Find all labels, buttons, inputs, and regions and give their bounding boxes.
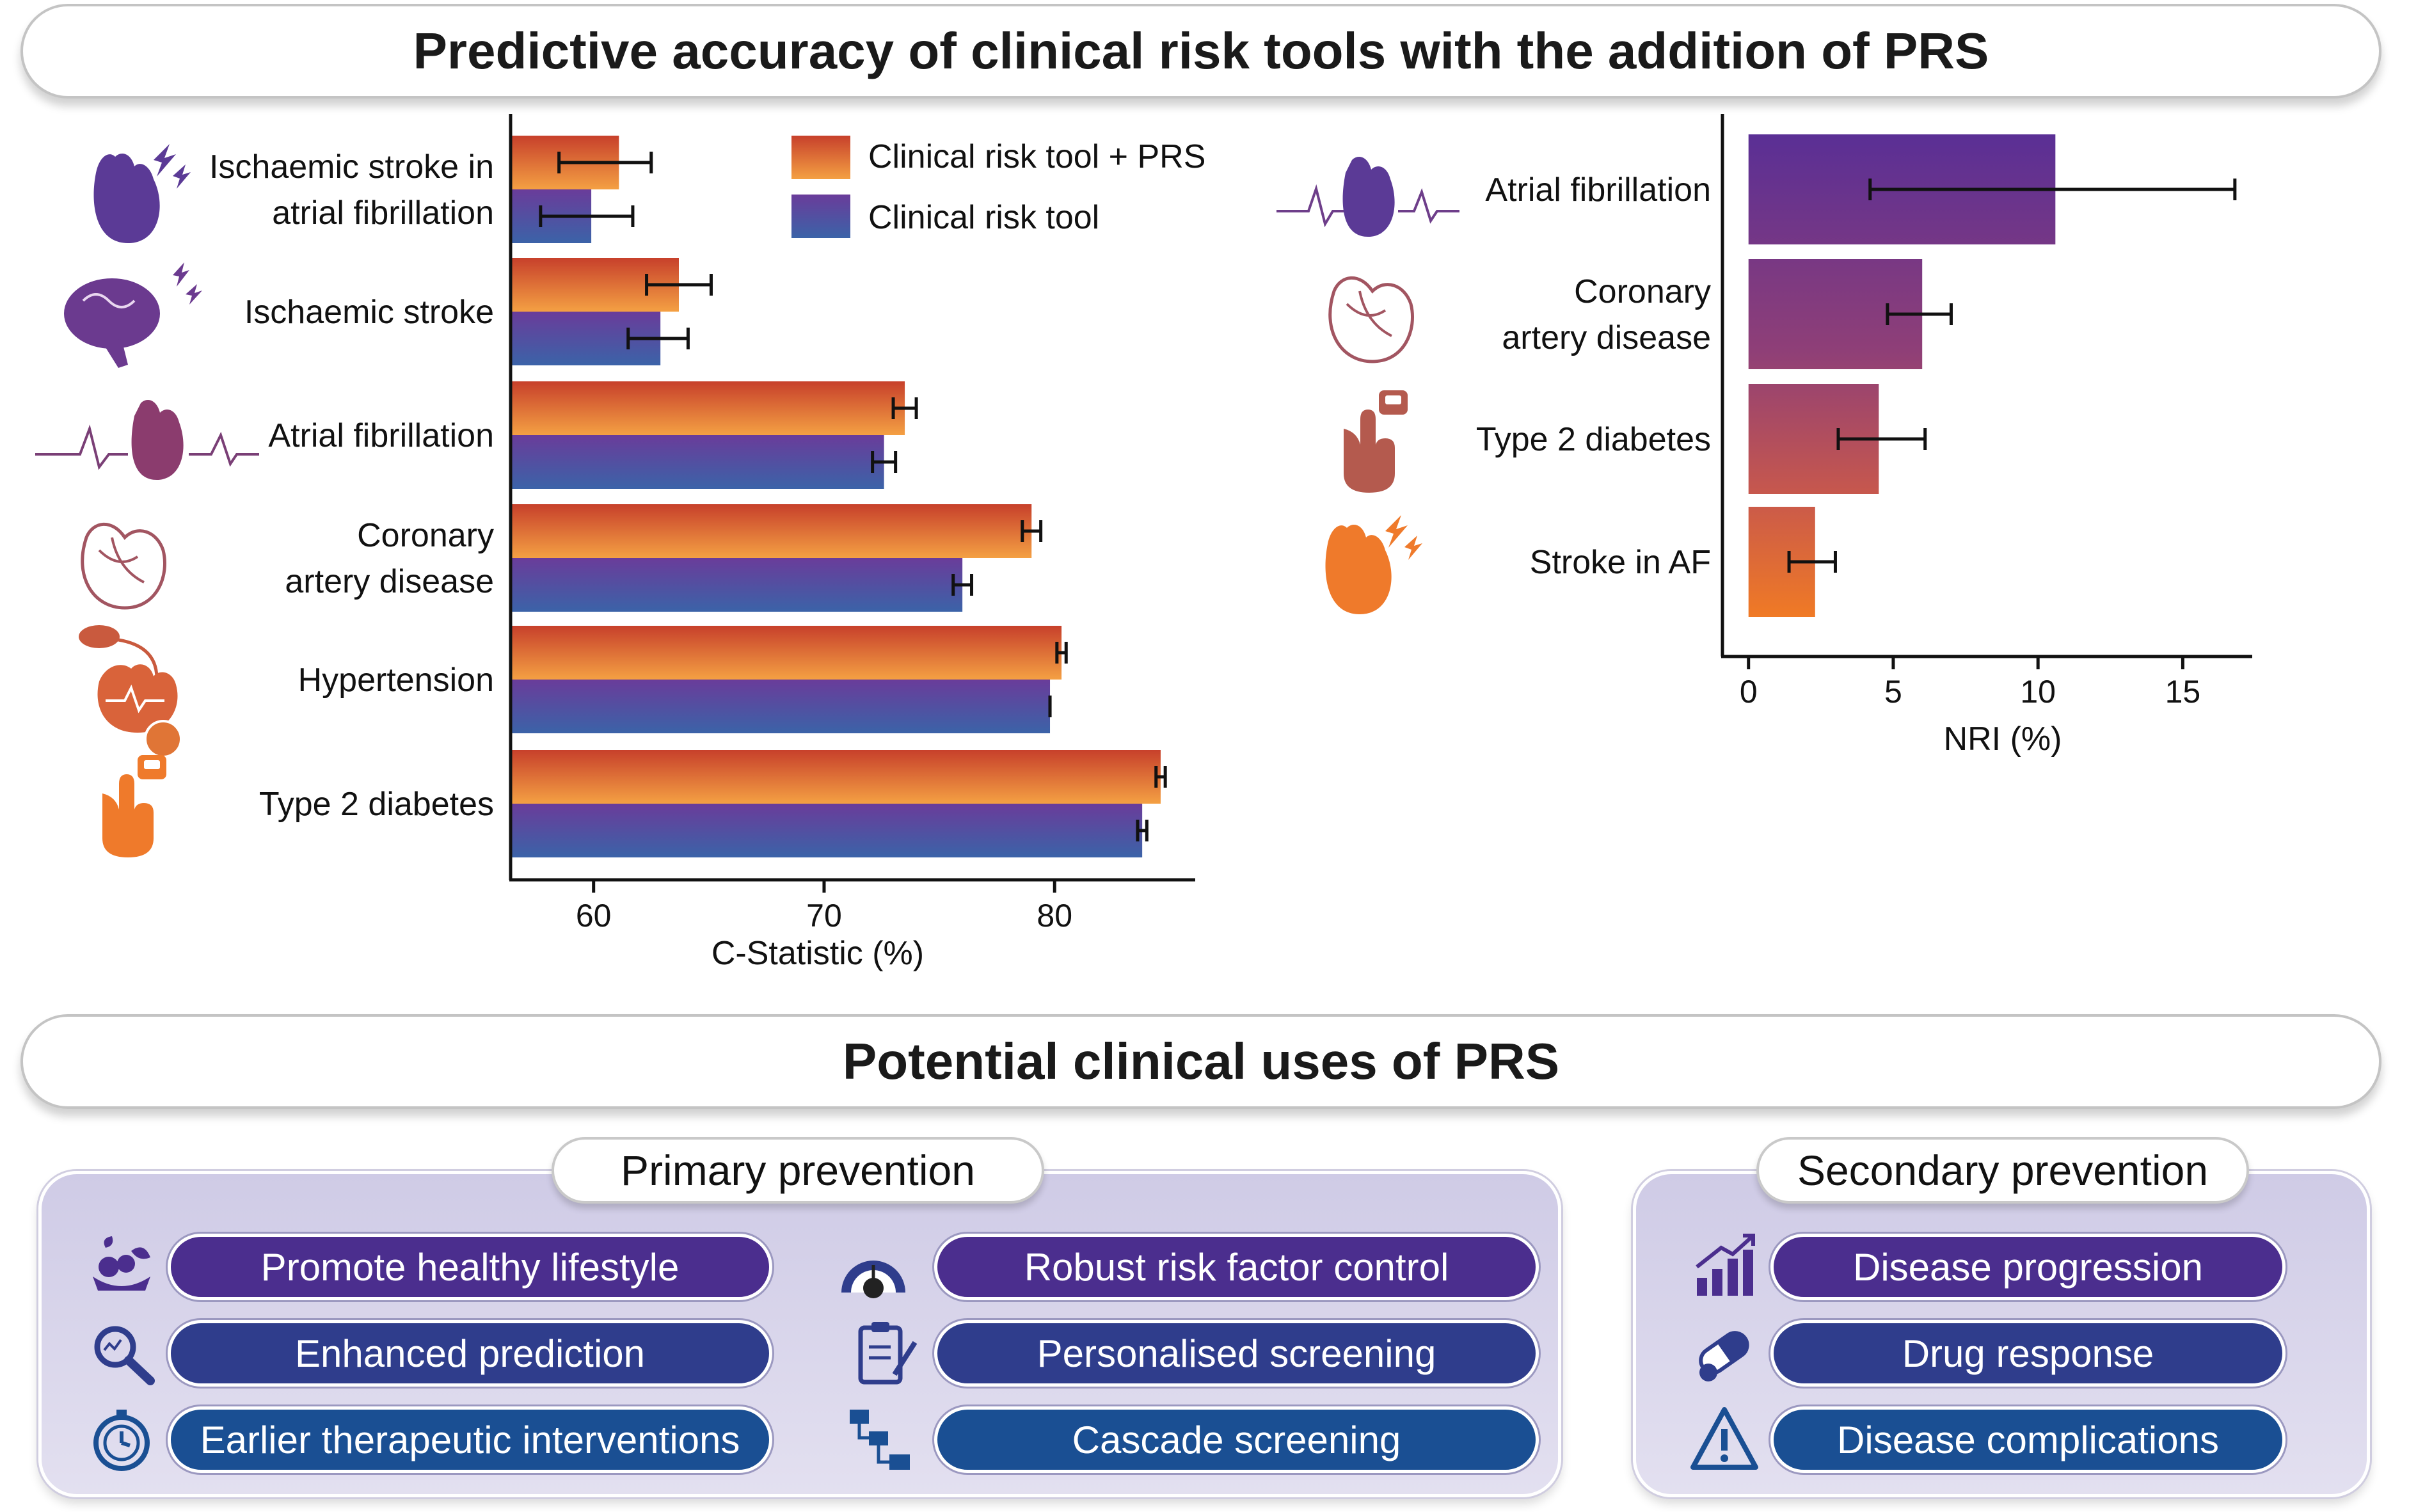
secondary-prevention-title: Secondary prevention — [1756, 1137, 2249, 1204]
nri-chart: 0 5 10 15 Atrial fibrillation Coronary artery… — [1476, 114, 2252, 758]
nri-tick-label: 15 — [2165, 674, 2201, 710]
cstat-error-bar — [539, 205, 635, 227]
legend-label-tool: Clinical risk tool — [868, 199, 1099, 236]
cstat-error-bar — [1021, 520, 1043, 542]
warning-icon — [1690, 1407, 1758, 1470]
nri-error-bar — [1868, 179, 2237, 200]
nri-x-axis-label: NRI (%) — [1944, 720, 2062, 758]
cstat-tick-label: 70 — [806, 898, 842, 934]
cascade-screening-pill: Cascade screening — [934, 1406, 1539, 1473]
cstat-error-bar — [1154, 766, 1167, 788]
legend-swatch-tool — [791, 195, 850, 238]
coronary-heart-icon — [1328, 276, 1414, 363]
cstat-error-bar — [871, 451, 898, 473]
legend-label-prs: Clinical risk tool + PRS — [868, 138, 1205, 175]
cstat-error-bar — [645, 274, 713, 296]
heart-ecg-icon — [1276, 157, 1459, 237]
cstat-category-label: Type 2 diabetes — [259, 786, 494, 823]
gauge-icon — [841, 1261, 905, 1298]
cstat-error-bar — [891, 397, 918, 419]
cstat-error-bar — [626, 328, 690, 349]
section-title: Potential clinical uses of PRS — [20, 1014, 2381, 1109]
cstat-error-bar — [1136, 820, 1149, 841]
heart-lightning-icon — [93, 144, 191, 243]
cstat-category-label: Ischaemic stroke — [244, 294, 494, 331]
drug-response-pill: Drug response — [1770, 1320, 2286, 1387]
finger-glucose-icon — [1344, 390, 1408, 493]
chart-area: 60 70 80 Ischaemic stroke in atrial fibrill… — [35, 114, 2252, 972]
cstat-tick-label: 80 — [1037, 898, 1072, 934]
cstat-error-bar — [951, 574, 974, 596]
nri-error-bar — [1836, 428, 1927, 450]
disease-complications-pill: Disease complications — [1770, 1406, 2286, 1473]
nri-category-label: Coronary artery disease — [1502, 273, 1711, 356]
nri-tick-label: 10 — [2020, 674, 2056, 710]
disease-progression-pill: Disease progression — [1770, 1234, 2286, 1300]
nri-category-label: Type 2 diabetes — [1476, 421, 1711, 458]
cstat-bar — [511, 504, 1032, 558]
cstat-category-label: Coronary artery disease — [285, 517, 494, 600]
nri-category-label: Stroke in AF — [1530, 544, 1711, 581]
coronary-heart-icon — [81, 522, 166, 610]
primary-prevention-title: Primary prevention — [552, 1137, 1044, 1204]
cstat-bar — [511, 680, 1051, 733]
cstat-chart: 60 70 80 Ischaemic stroke in atrial fibrill… — [209, 114, 1205, 972]
finger-glucose-icon — [102, 755, 166, 857]
enhanced-prediction-pill: Enhanced prediction — [168, 1320, 772, 1387]
cstat-bar — [511, 750, 1161, 804]
main-title: Predictive accuracy of clinical risk too… — [20, 4, 2381, 99]
cstat-error-bar — [1055, 642, 1068, 664]
cstat-category-label: Hypertension — [298, 662, 494, 699]
cstat-bar — [511, 804, 1143, 857]
heart-ecg-icon — [35, 400, 259, 480]
brain-lightning-icon — [64, 262, 202, 368]
legend: Clinical risk tool + PRS Clinical risk t… — [791, 136, 1205, 238]
cstat-error-bar — [557, 152, 653, 173]
cstat-bar — [511, 626, 1062, 680]
blood-pressure-heart-icon — [79, 625, 182, 758]
healthy-food-icon — [93, 1236, 150, 1291]
cascade-icon — [850, 1410, 910, 1470]
magnifier-icon — [94, 1326, 155, 1385]
cstat-bar — [511, 558, 963, 612]
cstat-category-label: Ischaemic stroke in atrial fibrillation — [209, 148, 494, 232]
cstat-x-axis-label: C-Statistic (%) — [712, 935, 924, 972]
promote-healthy-lifestyle-pill: Promote healthy lifestyle — [168, 1234, 772, 1300]
legend-swatch-prs — [791, 136, 850, 179]
nri-error-bar — [1886, 303, 1953, 325]
earlier-interventions-pill: Earlier therapeutic interventions — [168, 1406, 772, 1473]
pill-icon — [1699, 1331, 1749, 1381]
nri-tick-label: 0 — [1740, 674, 1758, 710]
cstat-tick-label: 60 — [576, 898, 612, 934]
clipboard-icon — [858, 1322, 918, 1385]
cstat-category-label: Atrial fibrillation — [268, 417, 494, 454]
timer-icon — [93, 1410, 150, 1471]
cstat-bar — [511, 435, 884, 489]
nri-tick-label: 5 — [1884, 674, 1902, 710]
progress-chart-icon — [1696, 1234, 1755, 1296]
nri-error-bar — [1787, 551, 1837, 573]
nri-category-label: Atrial fibrillation — [1485, 171, 1711, 209]
heart-lightning-icon — [1325, 515, 1422, 614]
robust-risk-factor-control-pill: Robust risk factor control — [934, 1234, 1539, 1300]
cstat-bar — [511, 381, 905, 435]
personalised-screening-pill: Personalised screening — [934, 1320, 1539, 1387]
